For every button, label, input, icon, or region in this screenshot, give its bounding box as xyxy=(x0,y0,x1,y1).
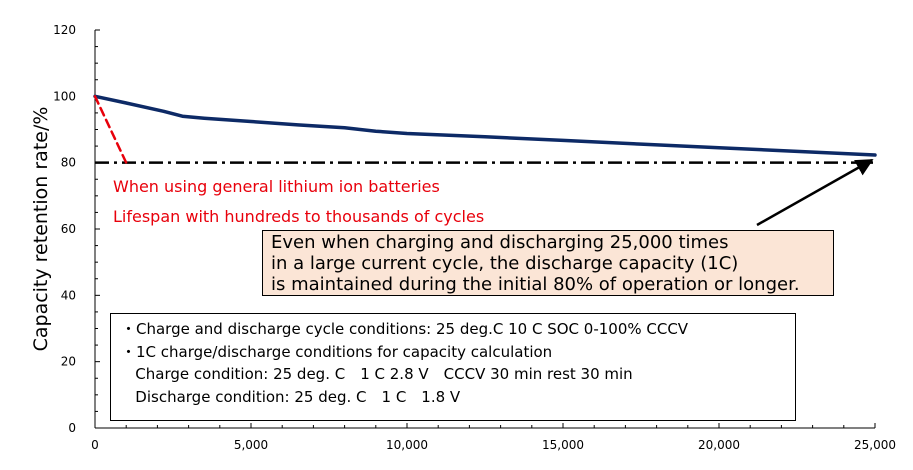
general-battery-series-line xyxy=(93,95,128,164)
conditions-line: ・1C charge/discharge conditions for capa… xyxy=(121,342,553,361)
y-tick-label: 80 xyxy=(61,156,76,170)
conditions-line: Charge condition: 25 deg. C 1 C 2.8 V CC… xyxy=(121,365,633,383)
conditions-line: ・Charge and discharge cycle conditions: … xyxy=(121,320,689,338)
x-tick-label: 15,000 xyxy=(542,438,584,452)
x-tick-label: 10,000 xyxy=(386,438,428,452)
callout-box: Even when charging and discharging 25,00… xyxy=(262,230,834,296)
y-tick-label: 0 xyxy=(68,421,76,435)
y-tick-label: 20 xyxy=(61,355,76,369)
x-tick-label: 0 xyxy=(91,438,99,452)
x-tick-label: 25,000 xyxy=(854,438,896,452)
callout-line: Even when charging and discharging 25,00… xyxy=(271,232,729,253)
x-tick-label: 20,000 xyxy=(698,438,740,452)
x-tick-label: 5,000 xyxy=(234,438,268,452)
y-tick-label: 40 xyxy=(61,288,76,302)
conditions-box: ・Charge and discharge cycle conditions: … xyxy=(110,313,796,421)
series-layer xyxy=(93,94,877,164)
y-tick-label: 100 xyxy=(53,89,76,103)
annotation-lifespan: Lifespan with hundreds to thousands of c… xyxy=(113,207,484,226)
y-tick-label: 60 xyxy=(61,222,76,236)
conditions-line: Discharge condition: 25 deg. C 1 C 1.8 V xyxy=(121,387,461,406)
y-axis-label: Capacity retention rate/% xyxy=(30,107,52,352)
callout-arrow xyxy=(756,158,874,227)
capacity-series-line xyxy=(93,94,877,157)
y-tick-label: 120 xyxy=(53,23,76,37)
callout-line: in a large current cycle, the discharge … xyxy=(271,253,739,274)
callout-line: is maintained during the initial 80% of … xyxy=(271,274,800,295)
annotation-general-battery: When using general lithium ion batteries xyxy=(113,177,440,196)
ticks: 0 20 40 60 80 100 120 0 5,000 10,000 15,000 20,000 2… xyxy=(53,23,896,452)
